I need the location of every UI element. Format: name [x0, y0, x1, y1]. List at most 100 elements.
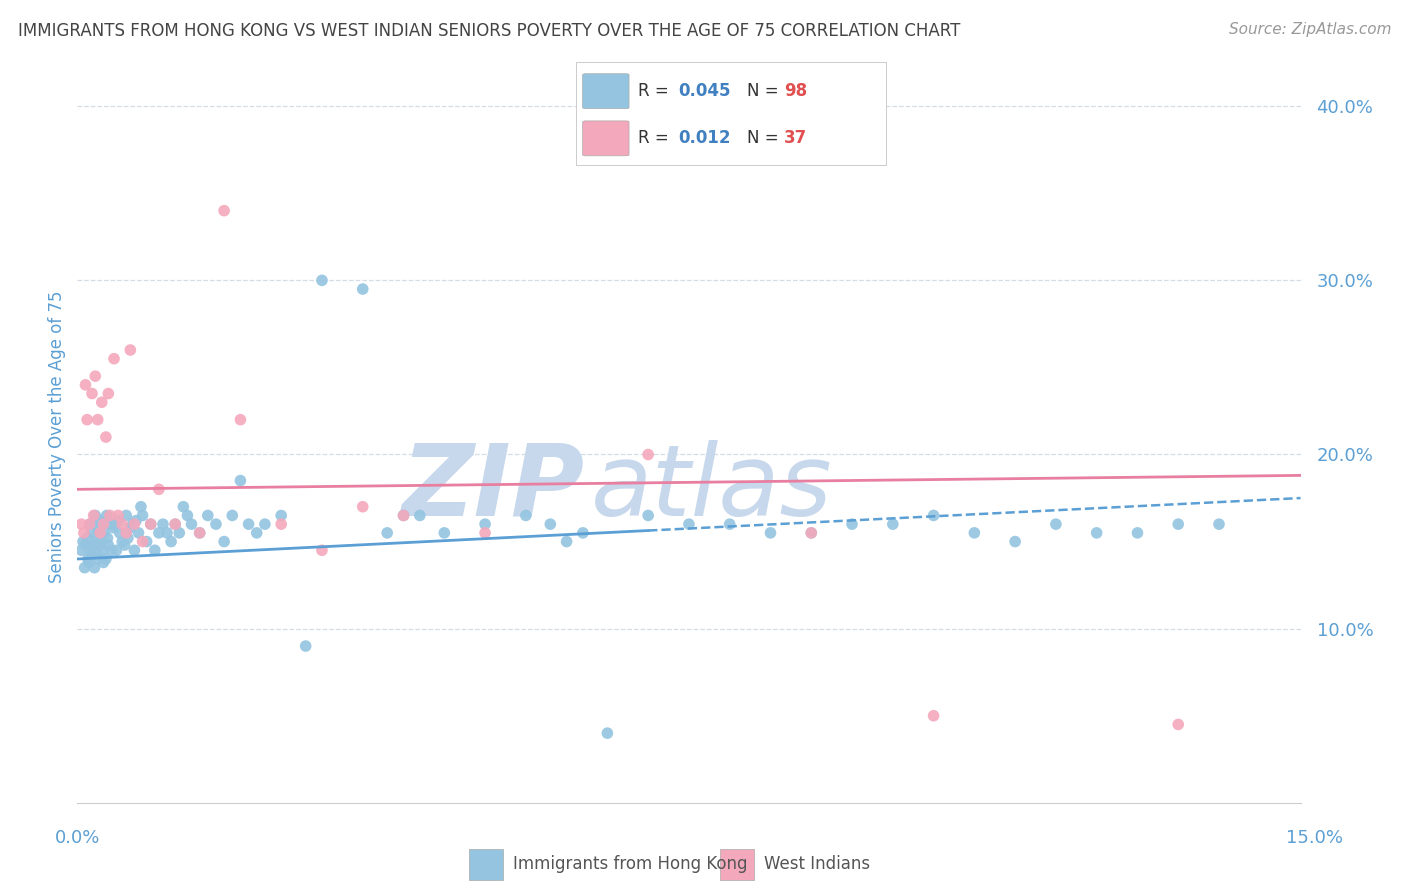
Point [86, 547, 108, 561]
Point [229, 412, 252, 426]
Text: 37: 37 [783, 129, 807, 147]
Text: ZIP: ZIP [402, 440, 585, 537]
Point [94, 552, 117, 566]
Point [294, 639, 316, 653]
Point [375, 525, 398, 540]
Point [169, 525, 191, 540]
Point [79, 517, 101, 532]
Point [103, 521, 125, 535]
Point [76, 531, 98, 545]
Point [637, 448, 659, 462]
Point [176, 508, 198, 523]
Text: IMMIGRANTS FROM HONG KONG VS WEST INDIAN SENIORS POVERTY OVER THE AGE OF 75 CORR: IMMIGRANTS FROM HONG KONG VS WEST INDIAN… [18, 22, 960, 40]
Point [73, 560, 96, 574]
Point [1167, 717, 1189, 731]
Text: 0.045: 0.045 [679, 82, 731, 100]
Point [83, 508, 105, 523]
Point [100, 543, 122, 558]
Point [83, 538, 105, 552]
Point [160, 534, 183, 549]
Point [127, 525, 149, 540]
Point [111, 517, 134, 532]
Point [922, 708, 945, 723]
Point [433, 525, 456, 540]
Point [221, 508, 243, 523]
Point [89, 514, 111, 528]
Point [75, 538, 97, 552]
Text: West Indians: West Indians [765, 855, 870, 873]
Point [87, 412, 110, 426]
Point [120, 521, 142, 535]
Point [800, 525, 823, 540]
Text: Immigrants from Hong Kong: Immigrants from Hong Kong [513, 855, 748, 873]
Point [474, 525, 496, 540]
Point [165, 517, 187, 532]
Point [90, 517, 112, 532]
Point [79, 517, 101, 532]
Point [156, 525, 179, 540]
Point [238, 517, 260, 532]
Point [637, 508, 659, 523]
Point [143, 543, 166, 558]
Point [83, 560, 105, 574]
Text: N =: N = [747, 82, 783, 100]
Point [538, 517, 561, 532]
Text: Source: ZipAtlas.com: Source: ZipAtlas.com [1229, 22, 1392, 37]
Point [117, 531, 139, 545]
Point [84, 534, 107, 549]
Point [80, 386, 103, 401]
Point [84, 508, 107, 523]
Point [678, 517, 700, 532]
Point [352, 500, 374, 514]
Text: N =: N = [747, 129, 783, 147]
Point [152, 517, 174, 532]
Point [124, 543, 146, 558]
Text: 0.012: 0.012 [679, 129, 731, 147]
Point [1167, 517, 1189, 532]
Point [841, 517, 863, 532]
Text: atlas: atlas [591, 440, 832, 537]
Text: R =: R = [638, 82, 675, 100]
Point [93, 525, 115, 540]
Point [139, 517, 162, 532]
Text: 98: 98 [783, 82, 807, 100]
Point [93, 517, 115, 532]
FancyBboxPatch shape [582, 74, 628, 109]
Point [148, 483, 170, 497]
Point [197, 508, 219, 523]
Point [80, 525, 103, 540]
Point [129, 500, 152, 514]
Point [82, 517, 104, 532]
Point [79, 543, 101, 558]
Point [246, 525, 269, 540]
Point [180, 517, 202, 532]
FancyBboxPatch shape [582, 121, 628, 156]
Point [115, 508, 138, 523]
Point [270, 508, 292, 523]
Point [392, 508, 415, 523]
Point [718, 517, 741, 532]
Point [107, 514, 129, 528]
Point [759, 525, 782, 540]
Point [392, 508, 415, 523]
Point [270, 517, 292, 532]
Point [474, 517, 496, 532]
Text: 0.0%: 0.0% [55, 829, 100, 847]
Point [515, 508, 537, 523]
Point [1126, 525, 1149, 540]
Point [89, 525, 111, 540]
Point [80, 549, 103, 563]
Point [70, 543, 93, 558]
Bar [720, 849, 754, 880]
Point [111, 534, 134, 549]
Text: R =: R = [638, 129, 675, 147]
Point [596, 726, 619, 740]
Point [148, 525, 170, 540]
Point [121, 517, 143, 532]
Point [253, 517, 276, 532]
Y-axis label: Seniors Poverty Over the Age of 75: Seniors Poverty Over the Age of 75 [48, 291, 66, 583]
Point [87, 525, 110, 540]
Point [76, 412, 98, 426]
Text: 15.0%: 15.0% [1286, 829, 1343, 847]
Point [311, 543, 333, 558]
